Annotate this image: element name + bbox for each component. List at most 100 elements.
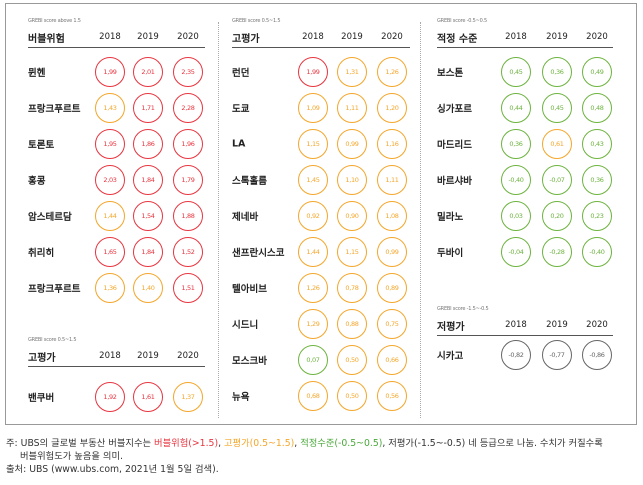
score-circle: 1,15: [337, 237, 367, 267]
city-name: 마드리드: [437, 140, 472, 151]
score-circle: 1,11: [337, 93, 367, 123]
score-circle: -0,04: [501, 237, 531, 267]
city-name: 뉴욕: [232, 392, 250, 403]
score-circle: 1,99: [298, 57, 328, 87]
note-bubble: 버블위험(>1.5): [154, 438, 219, 449]
city-name: 싱가포르: [437, 104, 472, 115]
score-circle: 1,11: [377, 165, 407, 195]
city-name: 토론토: [28, 140, 55, 151]
score-circle: 0,45: [542, 93, 572, 123]
score-circle: 1,99: [95, 57, 125, 87]
city-name: 시카고: [437, 351, 464, 362]
score-circle: 0,66: [377, 345, 407, 375]
score-circle: 0,89: [377, 273, 407, 303]
score-circle: 1,09: [298, 93, 328, 123]
city-name: 밀라노: [437, 212, 464, 223]
city-name: LA: [232, 138, 246, 150]
score-circle: 1,10: [337, 165, 367, 195]
grebi-range-label: GREBI score -0.5~0.5: [437, 18, 487, 24]
city-name: 스톡홀름: [232, 176, 267, 187]
city-name: 밴쿠버: [28, 393, 55, 404]
section-title: 버블위험: [28, 34, 65, 45]
score-circle: 1,26: [377, 57, 407, 87]
grebi-range-label: GREBI score -1.5~-0.5: [437, 306, 489, 312]
year-header: 2019: [137, 351, 159, 361]
score-circle: 0,20: [542, 201, 572, 231]
city-name: 프랑크푸르트: [28, 104, 81, 115]
score-circle: 0,56: [377, 381, 407, 411]
score-circle: -0,82: [501, 340, 531, 370]
city-name: 런던: [232, 68, 250, 79]
city-name: 시드니: [232, 320, 259, 331]
year-header: 2018: [99, 32, 121, 42]
section-title: 고평가: [232, 34, 260, 45]
score-circle: 2,03: [95, 165, 125, 195]
score-circle: -0,77: [542, 340, 572, 370]
city-name: 보스톤: [437, 68, 464, 79]
score-circle: 0,49: [582, 57, 612, 87]
score-circle: 1,44: [298, 237, 328, 267]
score-circle: 1,52: [173, 237, 203, 267]
year-header: 2020: [586, 32, 608, 42]
city-name: 제네바: [232, 212, 259, 223]
year-header: 2018: [505, 320, 527, 330]
year-header: 2020: [586, 320, 608, 330]
year-header: 2018: [302, 32, 324, 42]
score-circle: 0,99: [337, 129, 367, 159]
header-rule: [437, 47, 613, 48]
score-circle: 1,79: [173, 165, 203, 195]
score-circle: -0,40: [582, 237, 612, 267]
score-circle: 1,31: [337, 57, 367, 87]
city-name: 프랑크푸르트: [28, 284, 81, 295]
score-circle: 1,86: [133, 129, 163, 159]
score-circle: 1,26: [298, 273, 328, 303]
score-circle: 0,48: [582, 93, 612, 123]
source: 출처: UBS (www.ubs.com, 2021년 1월 5일 검색).: [6, 464, 219, 475]
score-circle: 2,01: [133, 57, 163, 87]
score-circle: 0,78: [337, 273, 367, 303]
year-header: 2020: [177, 32, 199, 42]
section-title: 적정 수준: [437, 34, 478, 45]
score-circle: 1,43: [95, 93, 125, 123]
header-rule: [232, 47, 410, 48]
score-circle: 0,44: [501, 93, 531, 123]
score-circle: 0,50: [337, 381, 367, 411]
header-rule: [437, 335, 613, 336]
city-name: 바르샤바: [437, 176, 472, 187]
score-circle: 1,08: [377, 201, 407, 231]
score-circle: 0,75: [377, 309, 407, 339]
year-header: 2020: [381, 32, 403, 42]
score-circle: 1,44: [95, 201, 125, 231]
year-header: 2020: [177, 351, 199, 361]
score-circle: -0,28: [542, 237, 572, 267]
note-over: 고평가(0.5~1.5): [224, 438, 295, 449]
score-circle: 1,84: [133, 237, 163, 267]
note-text: 주: UBS의 글로벌 부동산 버블지수는: [6, 438, 155, 449]
city-name: 취리히: [28, 248, 55, 259]
score-circle: -0,40: [501, 165, 531, 195]
score-circle: 0,50: [337, 345, 367, 375]
score-circle: 1,92: [95, 382, 125, 412]
year-header: 2018: [99, 351, 121, 361]
city-name: 도쿄: [232, 104, 250, 115]
header-rule: [28, 366, 205, 367]
score-circle: 1,54: [133, 201, 163, 231]
grebi-range-label: GREBI score 0.5~1.5: [232, 18, 281, 24]
score-circle: 0,36: [501, 129, 531, 159]
score-circle: -0,86: [582, 340, 612, 370]
score-circle: 0,92: [298, 201, 328, 231]
score-circle: 1,71: [133, 93, 163, 123]
footnote: 주: UBS의 글로벌 부동산 버블지수는 버블위험(>1.5), 고평가(0.…: [6, 437, 641, 476]
grebi-range-label: GREBI score above 1.5: [28, 18, 81, 24]
city-name: 텔아비브: [232, 284, 267, 295]
score-circle: 1,36: [95, 273, 125, 303]
score-circle: 1,29: [298, 309, 328, 339]
grebi-range-label: GREBI score 0.5~1.5: [28, 337, 77, 343]
chart-frame: [5, 3, 637, 425]
score-circle: 1,20: [377, 93, 407, 123]
year-header: 2019: [137, 32, 159, 42]
score-circle: 1,95: [95, 129, 125, 159]
score-circle: 1,45: [298, 165, 328, 195]
score-circle: 1,96: [173, 129, 203, 159]
score-circle: 2,35: [173, 57, 203, 87]
